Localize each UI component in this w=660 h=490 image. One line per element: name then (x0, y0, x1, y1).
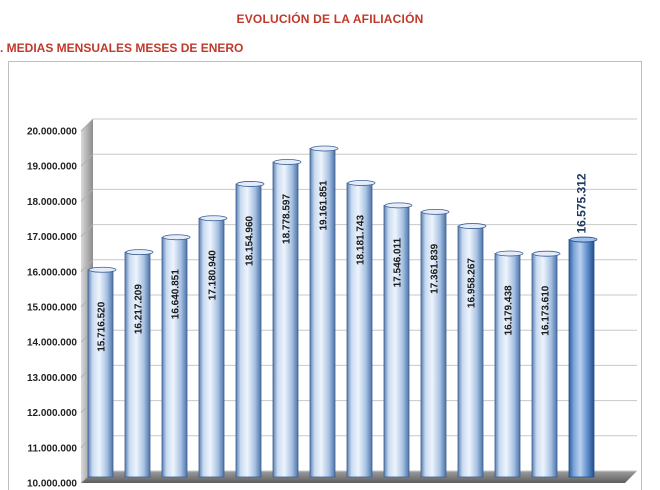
bar-body (87, 269, 114, 478)
bar (383, 202, 413, 478)
data-label: 17.180.940 (208, 250, 219, 300)
data-label: 16.179.438 (504, 285, 515, 335)
bar-top (532, 250, 561, 257)
data-label: 19.161.851 (319, 180, 330, 230)
y-tick-label: 19.000.000 (27, 162, 77, 173)
bar (124, 249, 154, 478)
bar-top (162, 234, 191, 241)
bar (420, 208, 450, 478)
bar-chart: 10.000.000 11.000.000 12.000.000 13.000.000… (27, 118, 637, 490)
data-label: 16.217.209 (134, 284, 145, 334)
bar-top (88, 266, 117, 273)
bar (87, 266, 117, 478)
bar-body (272, 161, 299, 478)
bar-body (383, 204, 410, 478)
data-label: 18.154.960 (245, 215, 256, 265)
bar-body (124, 251, 151, 478)
bar-body (235, 183, 262, 478)
bar-body (420, 211, 447, 478)
y-tick-label: 17.000.000 (27, 232, 77, 243)
bar (198, 215, 228, 478)
gridline-wall (80, 153, 94, 167)
data-label: 16.173.610 (541, 285, 552, 335)
y-tick-label: 13.000.000 (27, 373, 77, 384)
page-title: EVOLUCIÓN DE LA AFILIACIÓN (236, 12, 424, 26)
bar-top (125, 249, 154, 256)
bar-body (568, 239, 595, 478)
chart-area: 10.000.000 11.000.000 12.000.000 13.000.000… (8, 61, 642, 490)
y-tick-label: 20.000.000 (27, 127, 77, 138)
y-tick-label: 14.000.000 (27, 338, 77, 349)
data-label: 15.716.520 (97, 301, 108, 351)
bar-body (494, 253, 521, 478)
bar (161, 234, 191, 478)
y-tick-label: 18.000.000 (27, 197, 77, 208)
bar-body (531, 253, 558, 478)
bar (494, 250, 524, 478)
bar-top (495, 250, 524, 257)
bar-top (273, 159, 302, 165)
bar-top (236, 181, 265, 187)
y-tick-label: 12.000.000 (27, 408, 77, 419)
data-label: 17.361.839 (430, 243, 441, 293)
gridline-wall (80, 118, 94, 132)
bar (272, 159, 302, 478)
y-tick-label: 15.000.000 (27, 303, 77, 314)
bar-top (421, 208, 450, 215)
bar-top (384, 202, 413, 209)
data-label: 16.958.267 (467, 258, 478, 308)
bar (531, 250, 561, 478)
y-tick-label: 16.000.000 (27, 267, 77, 278)
data-label: 18.181.743 (356, 215, 367, 265)
gridline-wall (80, 259, 94, 273)
bar-body (309, 148, 336, 478)
gridline-wall (80, 189, 94, 202)
bar-top (458, 223, 487, 229)
bar (346, 180, 376, 478)
bar (235, 181, 265, 478)
gridline-wall (80, 224, 94, 237)
bar-top (569, 236, 598, 243)
bar-body (457, 225, 484, 478)
bar-top (199, 215, 228, 222)
data-label: 17.546.011 (393, 237, 404, 287)
bar (309, 145, 339, 478)
y-tick-label: 10.000.000 (27, 479, 77, 490)
chart-subtitle: . MEDIAS MENSUALES MESES DE ENERO (0, 41, 244, 55)
data-label: 16.640.851 (171, 269, 182, 319)
bar-top (310, 145, 339, 152)
bar-top (347, 180, 376, 186)
bar (457, 223, 487, 478)
data-label: 16.575.312 (575, 173, 589, 233)
data-label: 18.778.597 (282, 194, 293, 244)
y-tick-label: 11.000.000 (28, 443, 78, 454)
bar (568, 236, 598, 478)
